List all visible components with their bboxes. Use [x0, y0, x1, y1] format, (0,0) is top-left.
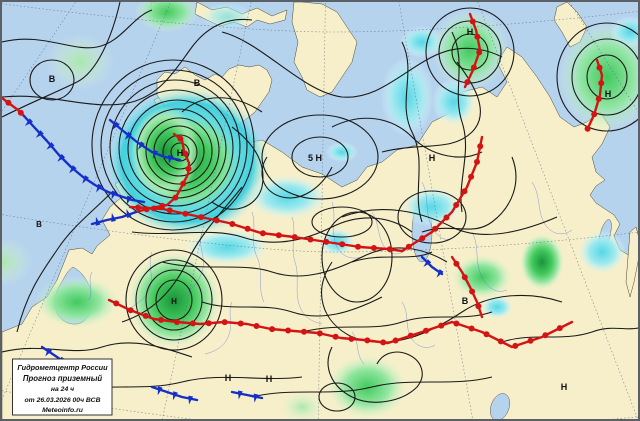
svg-text:H: H	[266, 374, 273, 384]
svg-text:Прогноз приземный: Прогноз приземный	[23, 374, 103, 383]
svg-text:B: B	[462, 296, 469, 306]
svg-text:B: B	[36, 220, 42, 229]
svg-text:Meteoinfo.ru: Meteoinfo.ru	[42, 407, 84, 414]
svg-text:B: B	[194, 78, 201, 88]
svg-text:H: H	[561, 382, 568, 392]
svg-text:H: H	[225, 373, 232, 383]
svg-text:Гидрометцентр России: Гидрометцентр России	[17, 363, 108, 372]
svg-text:от 26.03.2026 00ч ВСВ: от 26.03.2026 00ч ВСВ	[25, 397, 101, 404]
svg-text:Н: Н	[171, 297, 177, 306]
svg-text:H: H	[429, 153, 436, 163]
svg-text:5 H: 5 H	[308, 153, 322, 163]
svg-text:H: H	[467, 27, 474, 37]
svg-text:B: B	[49, 74, 56, 84]
svg-text:H: H	[605, 89, 612, 99]
svg-text:Н: Н	[177, 148, 184, 158]
svg-text:на 24 ч: на 24 ч	[51, 386, 74, 393]
